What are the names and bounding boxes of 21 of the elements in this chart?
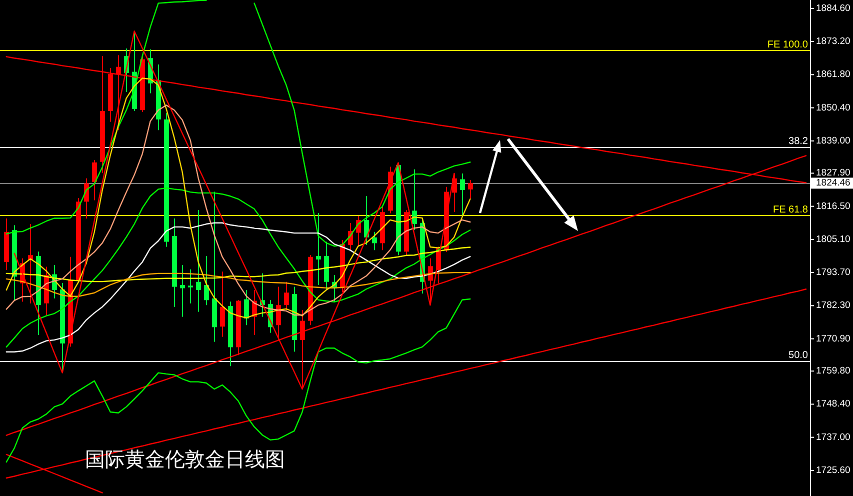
- ytick-label: 1770.90: [816, 333, 850, 344]
- ytick-label: 1839.00: [816, 135, 850, 146]
- ytick-label: 1725.60: [816, 464, 850, 476]
- annotation: 50.0: [788, 350, 808, 362]
- ytick-label: 1793.70: [816, 267, 850, 278]
- ytick-label: 1816.50: [816, 200, 850, 212]
- ytick-label: 1805.10: [816, 234, 850, 245]
- annotation: 38.2: [788, 136, 808, 148]
- ytick-label: 1861.80: [816, 69, 850, 80]
- ytick-label: 1850.40: [816, 102, 850, 114]
- ytick-label: 1737.00: [816, 432, 850, 443]
- ytick-label: 1827.90: [816, 168, 850, 179]
- ytick-label: 1824.46: [811, 178, 853, 189]
- ytick-label: 1748.40: [816, 398, 850, 410]
- ytick-label: 1782.30: [816, 300, 850, 312]
- ytick-label: 1759.80: [816, 366, 850, 377]
- ref-label: FE 61.8: [772, 204, 808, 216]
- ytick-label: 1873.20: [816, 36, 850, 48]
- ytick-label: 1884.60: [816, 2, 850, 14]
- ref-label: FE 100.0: [767, 39, 808, 50]
- y-tick-label: 1824.46: [816, 178, 850, 189]
